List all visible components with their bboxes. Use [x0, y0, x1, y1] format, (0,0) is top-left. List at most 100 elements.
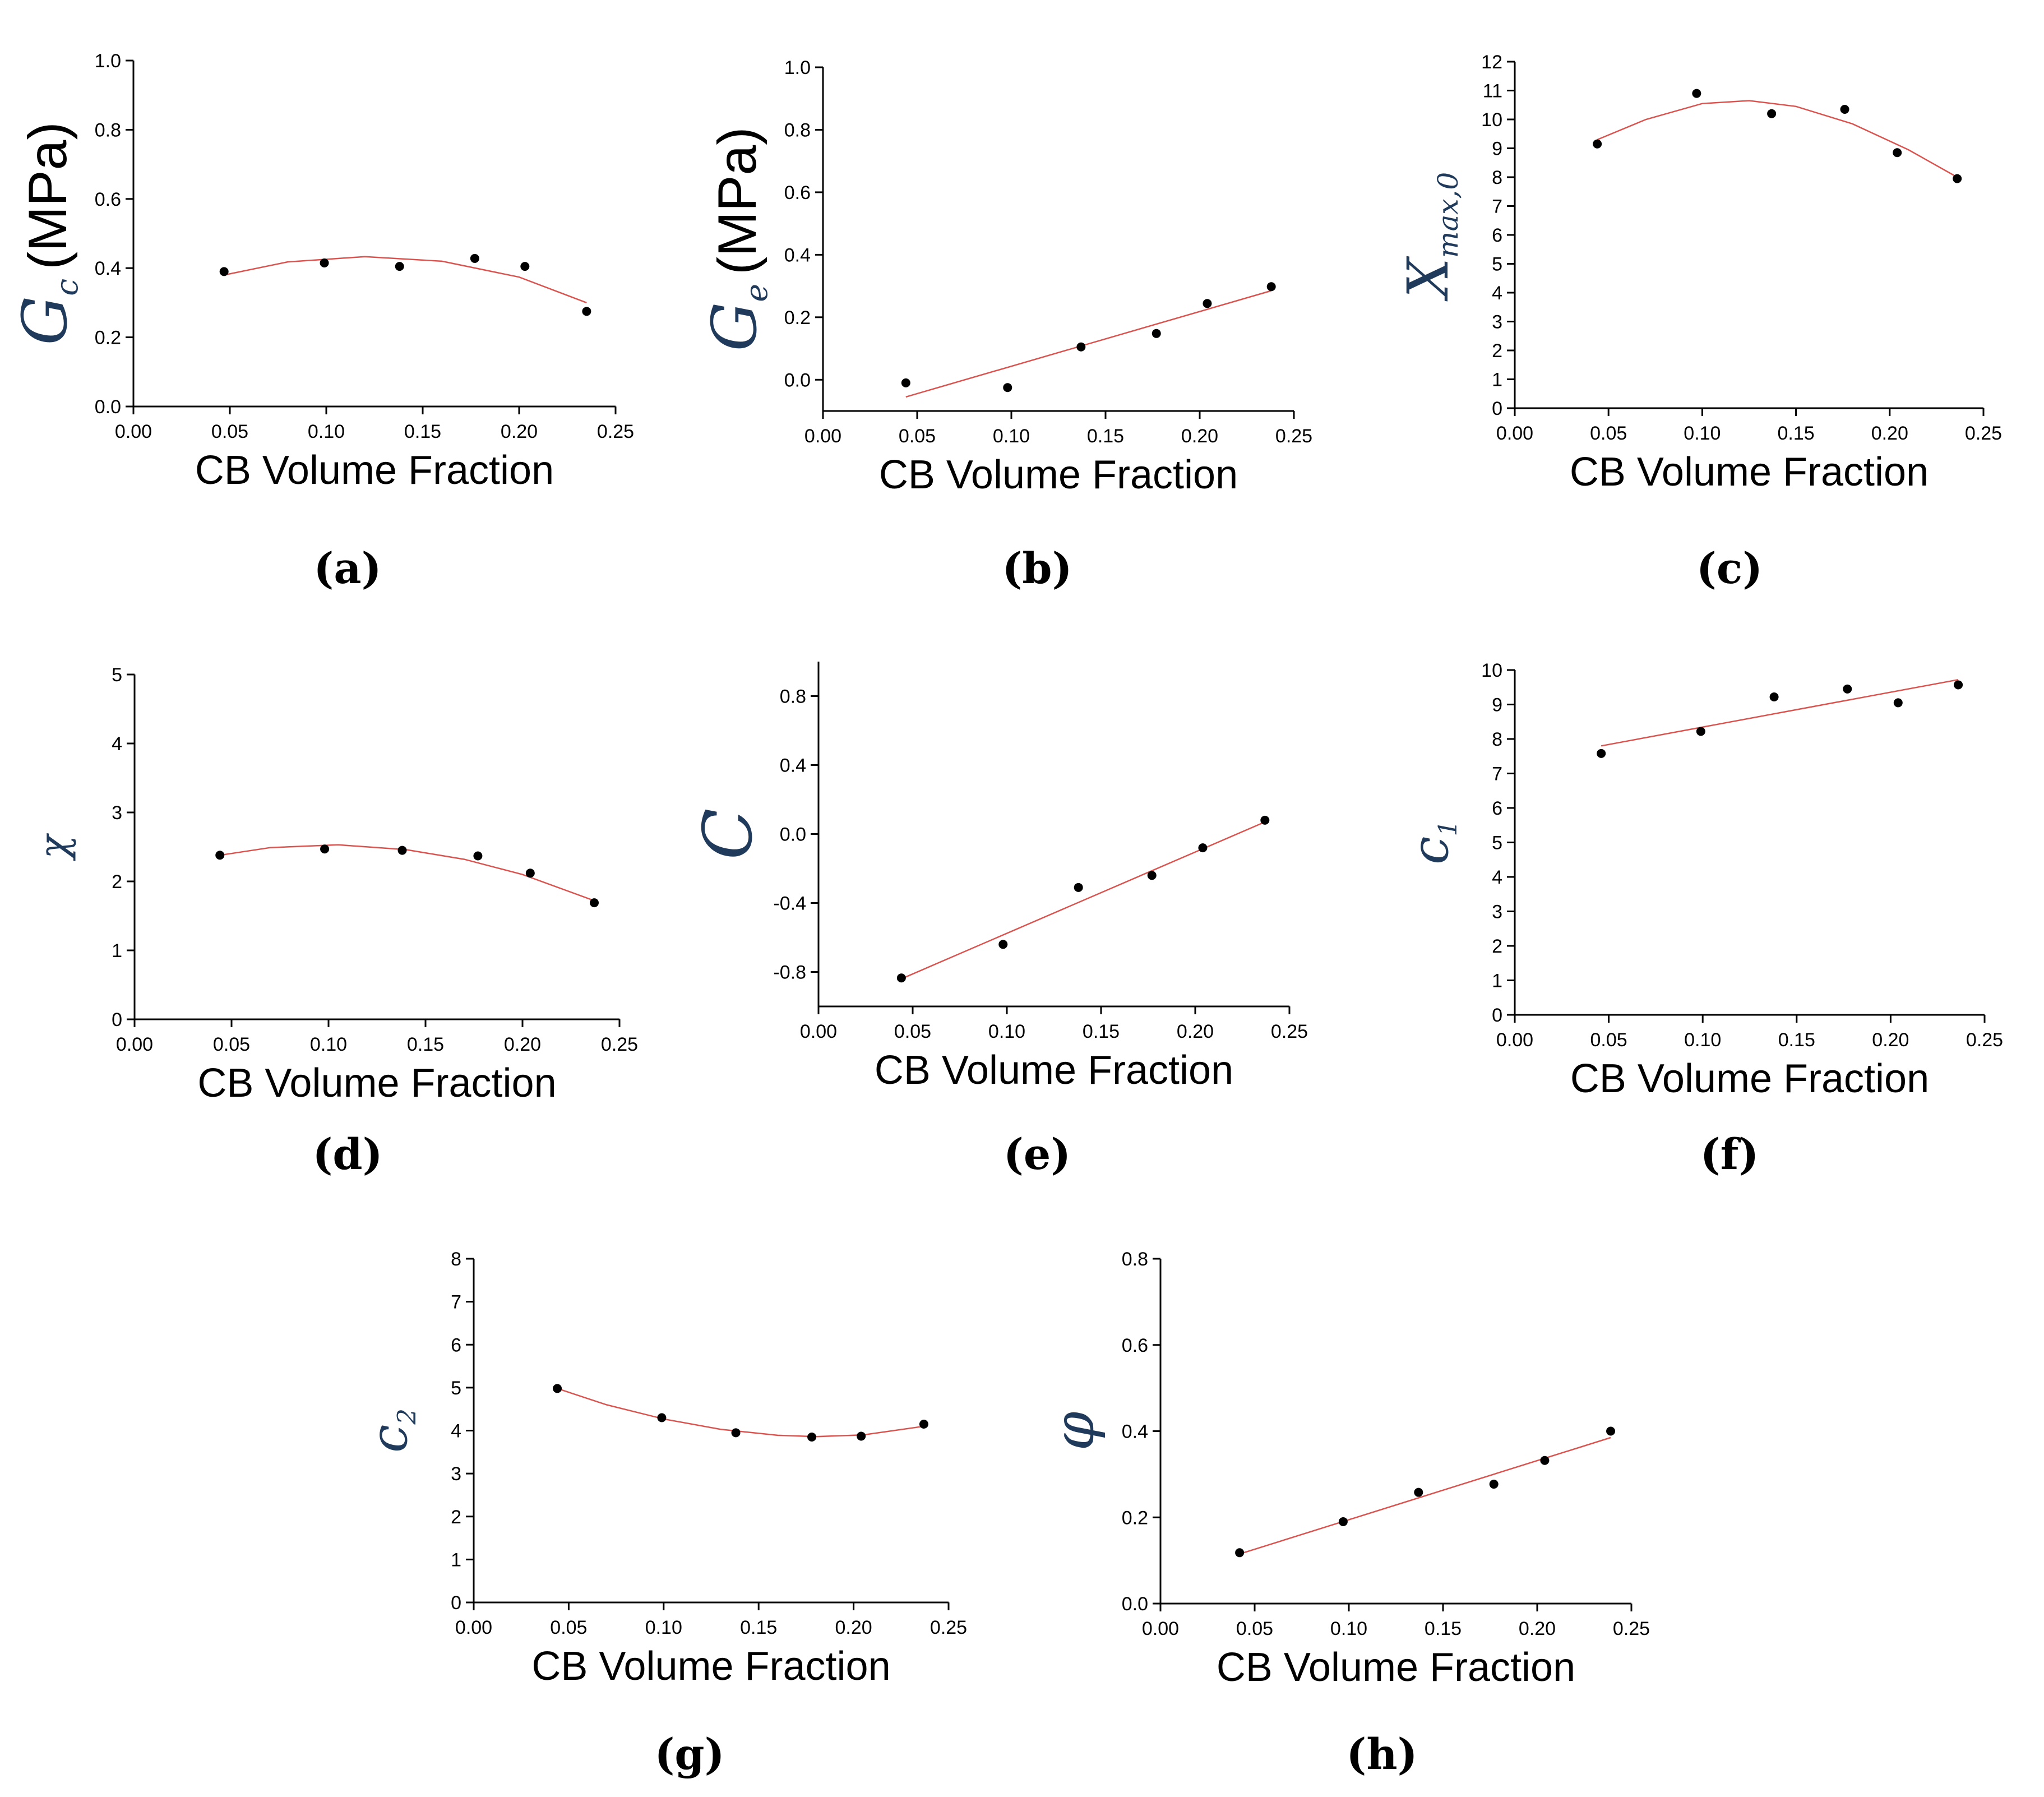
y-tick-label: 3	[112, 802, 122, 824]
x-tick-label: 0.10	[1684, 1029, 1721, 1051]
y-label-unit: (MPa)	[17, 122, 78, 270]
y-tick-label: 0.4	[95, 258, 121, 279]
x-tick-label: 0.05	[213, 1034, 250, 1055]
x-tick-label: 0.15	[1087, 426, 1124, 447]
data-point	[1953, 174, 1962, 183]
x-axis-label: CB Volume Fraction	[1217, 1645, 1575, 1690]
y-tick-label: 7	[451, 1292, 461, 1313]
x-tick-label: 0.10	[308, 421, 345, 442]
data-point	[731, 1428, 741, 1438]
y-axis-label: c2	[360, 1408, 422, 1453]
y-tick-label: 7	[1492, 764, 1502, 785]
x-tick-label: 0.05	[550, 1617, 587, 1638]
x-tick-label: 0.25	[601, 1034, 638, 1055]
y-tick-label: 1	[1492, 369, 1502, 391]
x-tick-label: 0.20	[504, 1034, 541, 1055]
y-tick-label: -0.8	[773, 962, 806, 983]
y-tick-label: 0	[112, 1009, 122, 1031]
y-tick-label: 11	[1483, 81, 1502, 102]
data-point	[901, 378, 910, 387]
fit-curve	[224, 256, 587, 304]
y-tick-label: 6	[1492, 798, 1502, 819]
x-tick-label: 0.05	[1590, 423, 1627, 444]
y-tick-label: 3	[1492, 902, 1502, 923]
fit-curve	[220, 844, 595, 902]
y-tick-label: 5	[112, 664, 122, 686]
y-tick-label: 0.6	[784, 182, 811, 204]
x-tick-label: 0.25	[1966, 1029, 2003, 1051]
y-tick-label: 1	[1492, 971, 1502, 992]
x-tick-label: 0.25	[597, 421, 634, 442]
y-tick-label: 1	[451, 1549, 461, 1570]
x-tick-label: 0.25	[1965, 423, 2002, 444]
y-tick-label: 9	[1492, 138, 1502, 160]
data-point	[1003, 383, 1012, 392]
x-tick-label: 0.15	[1083, 1021, 1120, 1042]
data-point	[320, 844, 330, 854]
data-point	[320, 258, 329, 267]
y-tick-label: 0.0	[1122, 1593, 1148, 1615]
panel-label: (h)	[1346, 1729, 1417, 1779]
x-tick-label: 0.25	[930, 1617, 967, 1638]
x-tick-label: 0.10	[988, 1021, 1025, 1042]
data-point	[1893, 148, 1902, 158]
data-point	[896, 973, 906, 983]
panel-label: (b)	[1002, 543, 1072, 593]
chart-panel-f: 0.00 0.05 0.10 0.15 0.20 0.25 0 1 2 3 4 5 6 7 8 9 10 CB V…	[1401, 660, 2003, 1179]
y-tick-label: 8	[1492, 167, 1502, 188]
y-tick-label: 4	[112, 733, 122, 755]
panel-label: (g)	[654, 1729, 724, 1779]
x-axis-label: CB Volume Fraction	[531, 1644, 890, 1689]
y-tick-label: 1.0	[95, 50, 121, 72]
fit-curve	[901, 821, 1265, 980]
y-label-unit: (MPa)	[706, 127, 767, 275]
panel-label: (a)	[313, 543, 381, 593]
x-tick-label: 0.15	[404, 421, 441, 442]
data-point	[1593, 139, 1602, 149]
y-tick-label: 0.2	[95, 327, 121, 349]
data-point	[1198, 843, 1208, 853]
data-point	[1203, 299, 1212, 308]
data-point	[1843, 684, 1852, 694]
panel-label: (c)	[1696, 543, 1763, 593]
y-tick-label: 1	[112, 940, 122, 962]
x-tick-label: 0.10	[1330, 1618, 1367, 1639]
y-tick-label: 0.0	[784, 369, 811, 391]
x-tick-label: 0.15	[407, 1034, 444, 1055]
x-tick-label: 0.15	[1778, 1029, 1815, 1051]
x-tick-label: 0.15	[1425, 1618, 1462, 1639]
x-tick-label: 0.05	[899, 426, 936, 447]
data-point	[919, 1420, 928, 1429]
x-axis-label: CB Volume Fraction	[195, 448, 554, 493]
data-point	[520, 262, 530, 271]
y-label-symbol: G	[699, 302, 770, 352]
fit-curve	[1601, 678, 1959, 747]
y-tick-label: 2	[112, 871, 122, 893]
y-tick-label: 7	[1492, 196, 1502, 218]
data-point	[219, 267, 229, 276]
panel-label: (f)	[1700, 1129, 1759, 1179]
x-tick-label: 0.20	[1872, 1029, 1909, 1051]
y-tick-label: 5	[451, 1378, 461, 1399]
y-label-symbol: φ	[1041, 1411, 1107, 1450]
x-axis-label: CB Volume Fraction	[1570, 1056, 1929, 1101]
fit-curve	[1597, 100, 1958, 178]
y-tick-label: 2	[1492, 936, 1502, 957]
y-axis-label: φ	[1041, 1411, 1107, 1450]
chart-panel-b: 0.00 0.05 0.10 0.15 0.20 0.25 0.0 0.2 0.4 0.6 0.8 1…	[699, 57, 1312, 593]
y-label-subscript: 1	[1433, 820, 1463, 837]
y-tick-label: 10	[1481, 660, 1502, 681]
data-point	[807, 1432, 817, 1442]
data-point	[1696, 727, 1705, 736]
y-label-subscript: max,0	[1432, 172, 1464, 258]
data-point	[1767, 109, 1777, 118]
y-tick-label: 0.8	[1122, 1249, 1148, 1270]
data-point	[397, 846, 407, 855]
x-tick-label: 0.20	[1871, 423, 1908, 444]
data-point	[473, 851, 483, 861]
y-tick-label: 0	[451, 1592, 461, 1614]
y-tick-label: 0.4	[784, 244, 811, 266]
x-tick-label: 0.00	[1496, 423, 1533, 444]
x-axis-label: CB Volume Fraction	[879, 452, 1238, 497]
y-tick-label: 3	[1492, 312, 1502, 333]
